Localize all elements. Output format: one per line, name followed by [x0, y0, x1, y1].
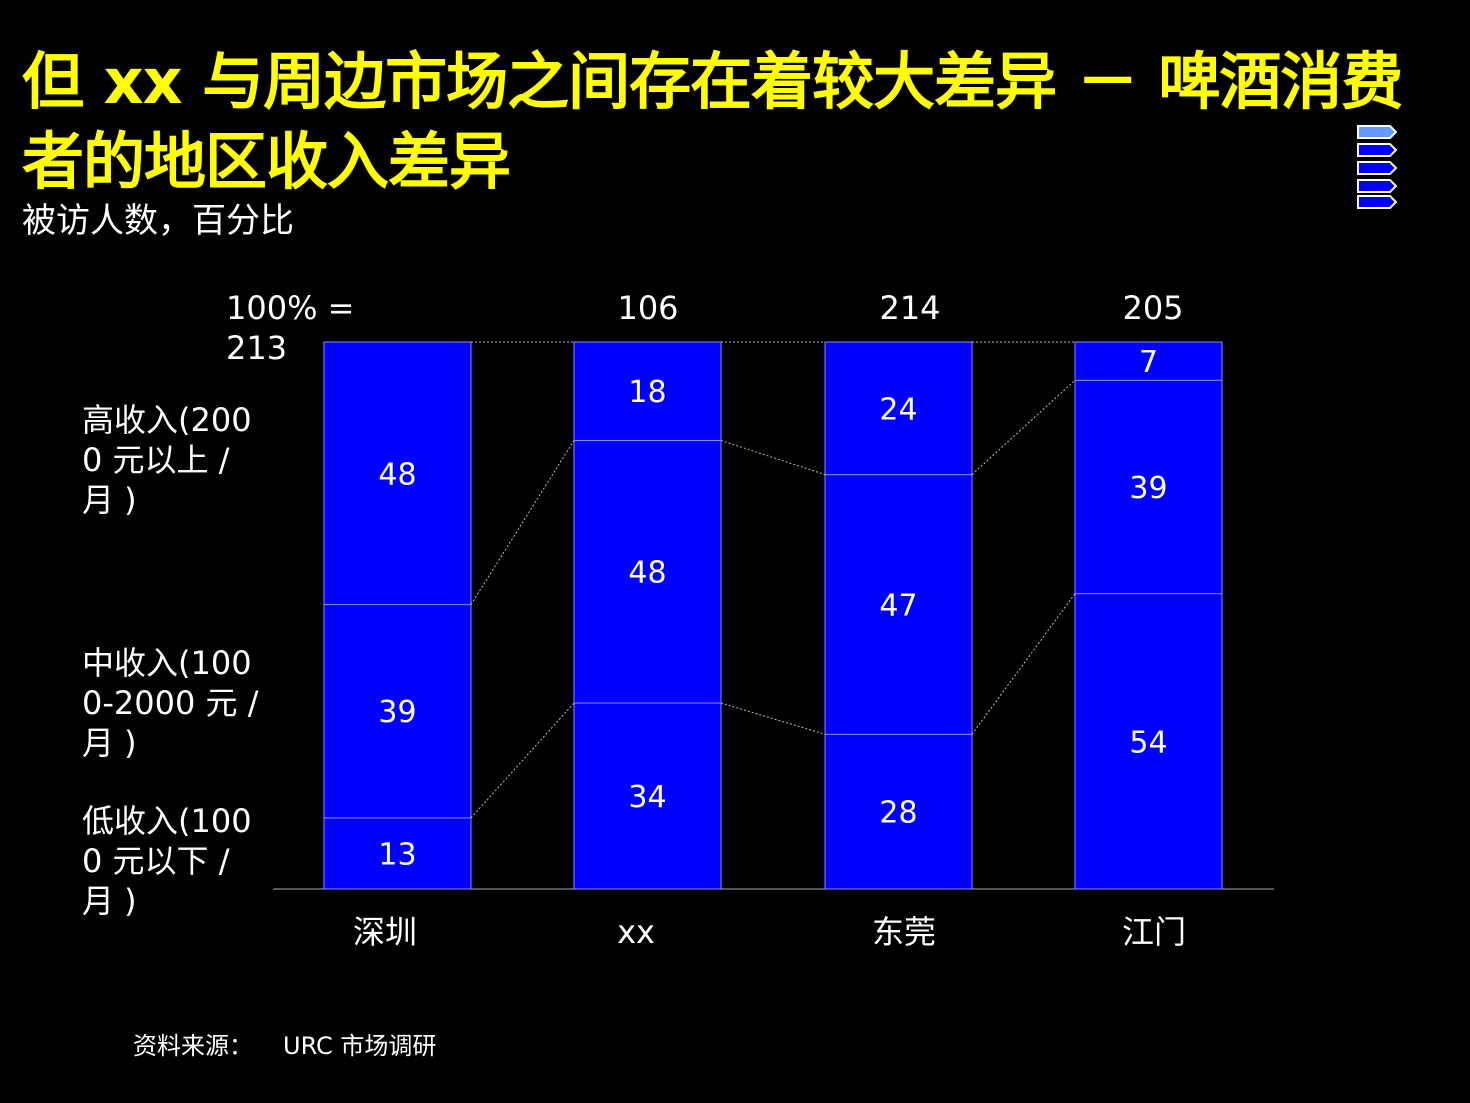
bar-segment-3-1	[1074, 379, 1223, 595]
bar-segment-0-0	[323, 817, 472, 890]
total-label-0: 100% = 213	[226, 289, 355, 367]
total-label-2: 214	[879, 289, 941, 327]
category-label-1: xx	[617, 913, 655, 951]
section-tracker-arrows-icon	[1357, 125, 1398, 209]
data-label-0-1: 39	[378, 695, 416, 730]
bar-segment-2-1	[824, 474, 973, 735]
data-label-3-1: 39	[1129, 471, 1167, 506]
data-label-0-0: 13	[378, 837, 416, 872]
category-label-3: 江门	[1121, 913, 1186, 951]
data-label-1-1: 48	[628, 556, 666, 591]
connector-line-0-2	[470, 440, 575, 605]
bar-segment-3-2	[1074, 341, 1223, 381]
source-text: URC 市场调研	[283, 1032, 437, 1060]
page-title: 但 xx 与周边市场之间存在着较大差异 － 啤酒消费者的地区收入差异	[22, 45, 1403, 198]
bar-segment-1-1	[573, 439, 722, 704]
total-label-1: 106	[617, 289, 679, 327]
connector-line-2-1	[971, 593, 1076, 735]
connector-line-0-1	[470, 702, 575, 819]
connector-line-1-1	[720, 702, 826, 735]
data-label-2-1: 47	[879, 588, 917, 623]
data-label-3-0: 54	[1129, 725, 1167, 760]
bar-segment-1-0	[573, 702, 722, 890]
bar-segment-1-2	[573, 341, 722, 441]
connector-line-1-2	[720, 439, 826, 476]
category-label-0: 深圳	[352, 913, 417, 951]
data-label-1-0: 34	[628, 780, 666, 815]
data-label-0-2: 48	[378, 457, 416, 492]
source-label: 资料来源：	[133, 1032, 253, 1060]
bar-segment-0-2	[323, 341, 472, 606]
bar-segment-2-2	[824, 341, 973, 476]
legend-high-income: 高收入(2000 元以上 / 月 )	[82, 401, 252, 519]
data-label-2-2: 24	[879, 392, 917, 427]
data-label-2-0: 28	[879, 796, 917, 831]
total-label-3: 205	[1122, 289, 1184, 327]
legend-mid-income: 中收入(1000-2000 元 / 月 )	[82, 644, 259, 762]
data-label-3-2: 7	[1139, 345, 1158, 380]
category-label-2: 东莞	[871, 913, 936, 951]
bar-segment-2-0	[824, 733, 973, 890]
legend-low-income: 低收入(1000 元以下 / 月 )	[82, 802, 252, 920]
bar-segment-0-1	[323, 604, 472, 819]
connector-line-2-2	[971, 379, 1076, 475]
bar-segment-3-0	[1074, 593, 1223, 890]
source-note: 资料来源： URC 市场调研	[133, 1030, 466, 1062]
chart-subtitle: 被访人数，百分比	[22, 201, 294, 241]
data-label-1-2: 18	[628, 375, 666, 410]
